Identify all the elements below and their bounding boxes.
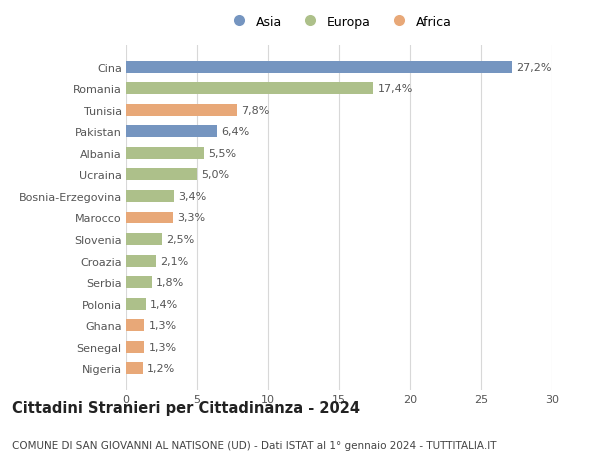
Bar — [126, 319, 145, 331]
Bar — [126, 212, 173, 224]
Text: 7,8%: 7,8% — [241, 106, 269, 116]
Text: 17,4%: 17,4% — [377, 84, 413, 94]
Bar — [126, 298, 146, 310]
Bar — [126, 148, 204, 159]
Text: 1,8%: 1,8% — [156, 278, 184, 287]
Bar — [126, 62, 512, 73]
Text: 1,2%: 1,2% — [148, 364, 176, 374]
Text: 5,5%: 5,5% — [208, 149, 236, 158]
Bar — [126, 169, 197, 181]
Text: 5,0%: 5,0% — [201, 170, 229, 180]
Bar — [126, 105, 237, 117]
Legend: Asia, Europa, Africa: Asia, Europa, Africa — [221, 11, 457, 34]
Text: 3,3%: 3,3% — [177, 213, 205, 223]
Bar — [126, 255, 156, 267]
Bar — [126, 83, 373, 95]
Bar — [126, 341, 145, 353]
Bar — [126, 363, 143, 375]
Text: 2,5%: 2,5% — [166, 235, 194, 245]
Bar — [126, 234, 161, 246]
Text: 1,4%: 1,4% — [150, 299, 178, 309]
Text: 27,2%: 27,2% — [517, 62, 552, 73]
Text: 1,3%: 1,3% — [149, 320, 177, 330]
Bar — [126, 277, 152, 288]
Text: 3,4%: 3,4% — [179, 191, 207, 202]
Text: 1,3%: 1,3% — [149, 342, 177, 352]
Text: COMUNE DI SAN GIOVANNI AL NATISONE (UD) - Dati ISTAT al 1° gennaio 2024 - TUTTIT: COMUNE DI SAN GIOVANNI AL NATISONE (UD) … — [12, 440, 497, 450]
Text: 2,1%: 2,1% — [160, 256, 188, 266]
Bar — [126, 126, 217, 138]
Text: 6,4%: 6,4% — [221, 127, 250, 137]
Text: Cittadini Stranieri per Cittadinanza - 2024: Cittadini Stranieri per Cittadinanza - 2… — [12, 400, 360, 415]
Bar — [126, 190, 174, 202]
